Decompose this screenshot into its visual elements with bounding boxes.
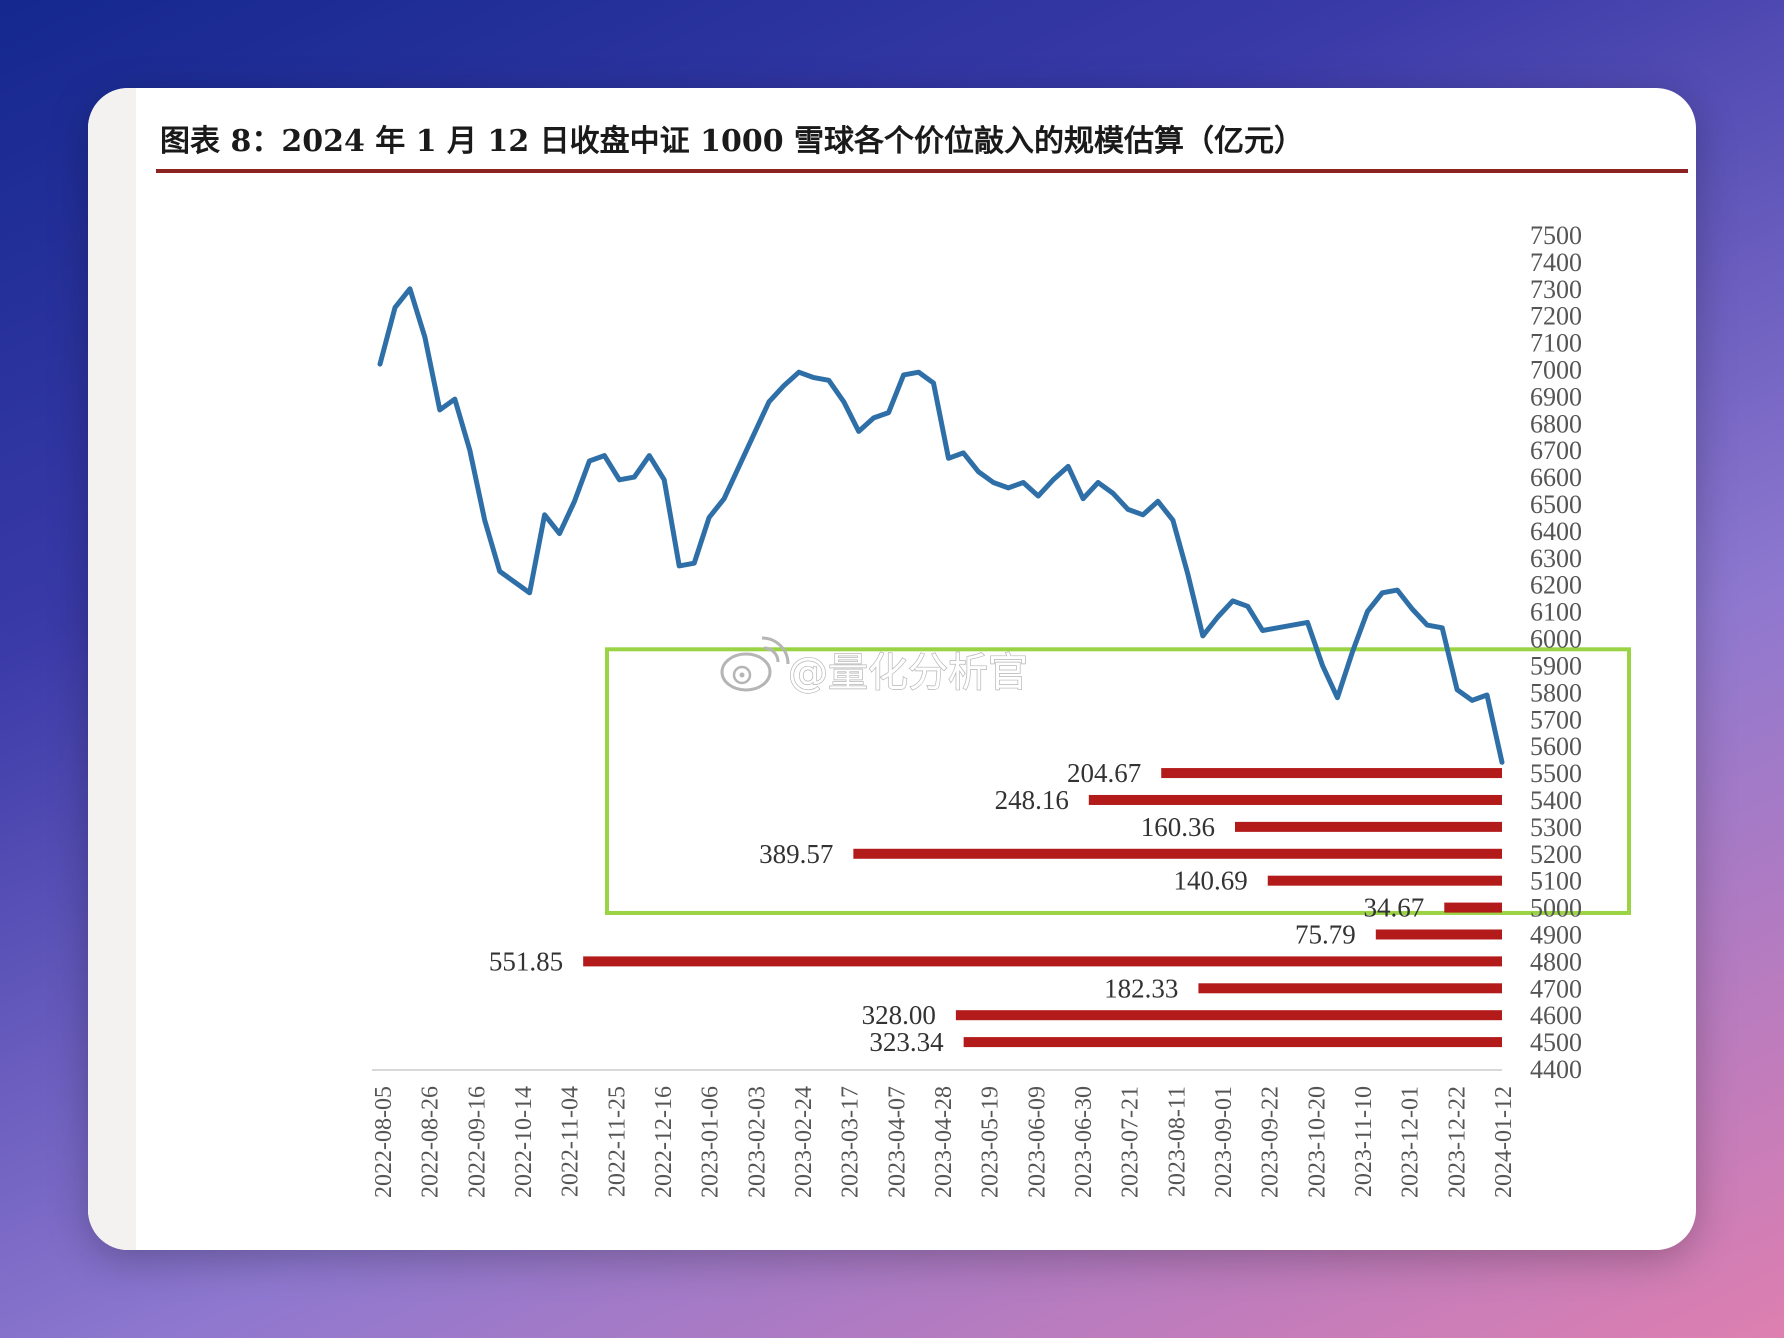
bar-label-5100: 140.69 [1174,866,1248,896]
bar-label-5000: 34.67 [1364,893,1425,923]
y-tick-5900: 5900 [1530,651,1582,680]
y-tick-7100: 7100 [1530,329,1582,358]
watermark: @量化分析官 [720,636,1029,697]
x-tick-2023-12-22: 2023-12-22 [1444,1086,1470,1198]
y-tick-7500: 7500 [1530,221,1582,250]
y-tick-4400: 4400 [1530,1055,1582,1084]
bar-5200 [853,848,1502,859]
y-tick-6500: 6500 [1530,490,1582,519]
y-tick-7300: 7300 [1530,275,1582,304]
bar-label-5200: 389.57 [759,839,833,869]
x-tick-2022-11-25: 2022-11-25 [604,1086,630,1197]
y-axis: 7500740073007200710070006900680067006600… [1530,221,1582,1084]
y-tick-5400: 5400 [1530,786,1582,815]
left-margin-strip [88,88,136,1250]
y-tick-6800: 6800 [1530,409,1582,438]
index-line [377,286,1505,765]
y-tick-5700: 5700 [1530,705,1582,734]
y-tick-5300: 5300 [1530,813,1582,842]
x-tick-2023-03-17: 2023-03-17 [838,1086,864,1198]
bar-label-5400: 248.16 [995,785,1069,815]
x-tick-2023-01-06: 2023-01-06 [698,1086,724,1198]
y-tick-4600: 4600 [1530,1001,1582,1030]
bar-label-4800: 551.85 [489,946,563,976]
bar-label-4700: 182.33 [1104,973,1178,1003]
y-tick-7400: 7400 [1530,248,1582,277]
y-tick-7200: 7200 [1530,302,1582,331]
y-tick-7000: 7000 [1530,356,1582,385]
x-tick-2023-04-07: 2023-04-07 [884,1086,910,1198]
x-tick-2023-11-10: 2023-11-10 [1351,1086,1377,1197]
bar-5300 [1235,821,1502,832]
y-tick-6300: 6300 [1530,544,1582,573]
y-tick-6600: 6600 [1530,463,1582,492]
bar-4700 [1198,983,1502,994]
bar-5100 [1267,875,1502,886]
y-tick-4800: 4800 [1530,947,1582,976]
highlight-layer [605,647,1631,915]
y-tick-5000: 5000 [1530,894,1582,923]
chart-card: 图表 8：2024 年 1 月 12 日收盘中证 1000 雪球各个价位敲入的规… [88,88,1696,1250]
y-tick-4700: 4700 [1530,974,1582,1003]
y-tick-5800: 5800 [1530,678,1582,707]
x-tick-2023-12-01: 2023-12-01 [1398,1086,1424,1198]
x-tick-2023-07-21: 2023-07-21 [1118,1086,1144,1198]
y-tick-5500: 5500 [1530,759,1582,788]
bar-4800 [583,956,1502,967]
weibo-icon [720,636,790,692]
bar-4500 [963,1037,1502,1048]
x-tick-2023-09-22: 2023-09-22 [1258,1086,1284,1198]
x-tick-2022-10-14: 2022-10-14 [511,1086,537,1198]
title-rule [156,169,1688,173]
bar-label-5300: 160.36 [1141,812,1215,842]
chart-title: 图表 8：2024 年 1 月 12 日收盘中证 1000 雪球各个价位敲入的规… [160,124,1305,159]
bar-label-4500: 323.34 [869,1027,944,1057]
x-tick-2023-02-24: 2023-02-24 [791,1086,817,1198]
x-tick-2022-08-05: 2022-08-05 [371,1086,397,1198]
x-tick-2023-09-01: 2023-09-01 [1211,1086,1237,1198]
y-tick-5200: 5200 [1530,840,1582,869]
y-tick-5100: 5100 [1530,867,1582,896]
bar-5000 [1444,902,1502,913]
y-tick-4900: 4900 [1530,920,1582,949]
x-tick-2024-01-12: 2024-01-12 [1491,1086,1517,1198]
bar-label-4900: 75.79 [1295,919,1356,949]
x-tick-2023-06-30: 2023-06-30 [1071,1086,1097,1198]
y-tick-4500: 4500 [1530,1028,1582,1057]
y-tick-6200: 6200 [1530,571,1582,600]
x-tick-2023-08-11: 2023-08-11 [1164,1086,1190,1197]
bar-label-5500: 204.67 [1067,758,1141,788]
x-tick-2023-02-03: 2023-02-03 [744,1086,770,1198]
y-tick-6000: 6000 [1530,625,1582,654]
bar-5400 [1088,794,1502,805]
x-tick-2023-06-09: 2023-06-09 [1024,1086,1050,1198]
watermark-text: @量化分析官 [788,650,1028,696]
bar-5500 [1161,768,1502,779]
y-tick-6900: 6900 [1530,382,1582,411]
bar-4900 [1375,929,1502,940]
x-tick-2022-09-16: 2022-09-16 [464,1086,490,1198]
x-tick-2023-05-19: 2023-05-19 [978,1086,1004,1198]
y-tick-6400: 6400 [1530,517,1582,546]
y-tick-6100: 6100 [1530,598,1582,627]
x-tick-2023-04-28: 2023-04-28 [931,1086,957,1198]
y-tick-6700: 6700 [1530,436,1582,465]
x-tick-2022-08-26: 2022-08-26 [418,1086,444,1198]
x-tick-2023-10-20: 2023-10-20 [1304,1086,1330,1198]
bar-4600 [955,1010,1502,1021]
bar-label-4600: 328.00 [862,1000,936,1030]
x-axis: 2022-08-05 2022-08-26 2022-09-16 2022-10-14… [371,1069,1517,1198]
highlight-box [605,647,1631,915]
x-tick-2022-11-04: 2022-11-04 [558,1086,584,1197]
y-tick-5600: 5600 [1530,732,1582,761]
line-layer [377,286,1505,765]
x-tick-2022-12-16: 2022-12-16 [651,1086,677,1198]
